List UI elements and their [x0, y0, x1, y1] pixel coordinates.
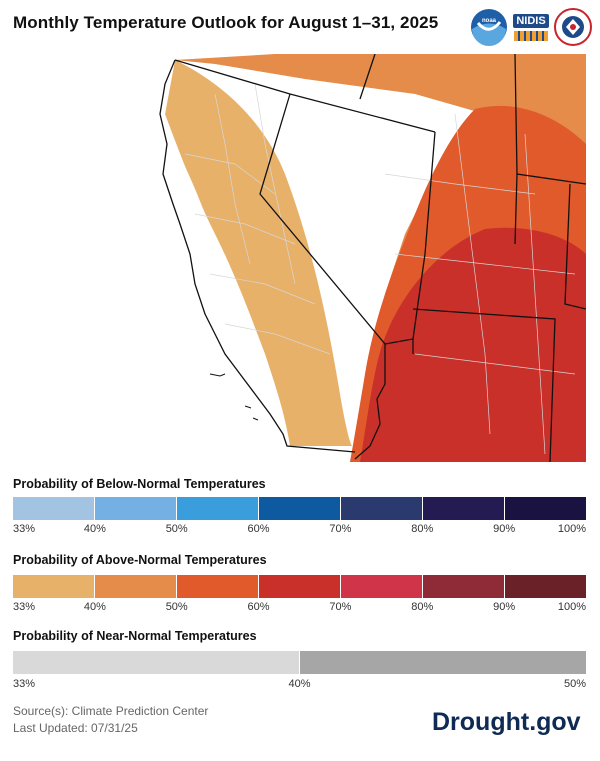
source-text: Source(s): Climate Prediction Center: [13, 704, 209, 718]
below-legend-swatch: [505, 497, 586, 520]
above-legend-swatch: [505, 575, 586, 598]
footer-source: Source(s): Climate Prediction Center Las…: [13, 703, 208, 737]
logo-group: noaa NIDIS: [470, 8, 592, 46]
above-legend-tick: 40%: [83, 601, 106, 613]
state-borders: [159, 54, 586, 462]
noaa-logo-icon[interactable]: noaa: [470, 8, 508, 46]
last-updated-text: Last Updated: 07/31/25: [13, 721, 138, 735]
above-legend-tick: 80%: [411, 601, 434, 613]
below-legend-tick: 80%: [411, 523, 434, 535]
above-legend-tick: 60%: [247, 601, 270, 613]
page-title: Monthly Temperature Outlook for August 1…: [13, 13, 439, 32]
nws-logo-icon[interactable]: [554, 8, 592, 46]
below-legend-tick: 50%: [165, 523, 188, 535]
below-legend-swatch: [341, 497, 423, 520]
channel-islands: [209, 373, 259, 421]
temperature-outlook-map: [155, 54, 586, 462]
near-legend-tick: 33%: [13, 678, 36, 690]
nidis-logo[interactable]: NIDIS: [512, 8, 550, 46]
above-legend-swatch: [13, 575, 95, 598]
below-legend-tick: 60%: [247, 523, 270, 535]
below-legend-swatch: [13, 497, 95, 520]
below-legend-tick: 70%: [329, 523, 352, 535]
above-legend-swatch: [177, 575, 259, 598]
above-legend-tick: 90%: [493, 601, 516, 613]
zone-ocean: [155, 54, 175, 144]
below-legend-tick: 100%: [557, 523, 586, 535]
above-legend-swatch: [423, 575, 505, 598]
nidis-logo-text: NIDIS: [513, 13, 549, 28]
zone-equal-chances: [155, 114, 287, 446]
near-legend-ticks: 33% 40% 50%: [13, 678, 586, 692]
drought-gov-link[interactable]: Drought.gov: [432, 708, 581, 736]
zone-above-60-70: [360, 227, 586, 462]
zone-above-40-50-north: [175, 54, 586, 114]
near-legend-swatch: [300, 651, 586, 674]
near-legend-tick: 40%: [288, 678, 311, 690]
above-legend-tick: 50%: [165, 601, 188, 613]
above-legend-swatch: [259, 575, 341, 598]
below-legend-tick: 33%: [13, 523, 36, 535]
below-legend-bar: [13, 497, 586, 520]
near-legend-swatch: [13, 651, 300, 674]
below-legend-swatch: [259, 497, 341, 520]
svg-text:noaa: noaa: [482, 18, 497, 24]
above-legend-tick: 33%: [13, 601, 36, 613]
below-legend-tick: 90%: [493, 523, 516, 535]
below-legend-title: Probability of Below-Normal Temperatures: [13, 477, 266, 491]
below-legend-swatch: [177, 497, 259, 520]
above-legend-ticks: 33% 40% 50% 60% 70% 80% 90% 100%: [13, 601, 586, 615]
above-legend-title: Probability of Above-Normal Temperatures: [13, 553, 267, 567]
above-legend-bar: [13, 575, 586, 598]
below-legend-swatch: [95, 497, 177, 520]
below-legend-swatch: [423, 497, 505, 520]
near-legend-title: Probability of Near-Normal Temperatures: [13, 629, 257, 643]
above-legend-tick: 70%: [329, 601, 352, 613]
below-legend-tick: 40%: [83, 523, 106, 535]
above-legend-tick: 100%: [557, 601, 586, 613]
near-legend-bar: [13, 651, 586, 674]
nidis-logo-stripes: [514, 30, 548, 41]
above-legend-swatch: [341, 575, 423, 598]
above-legend-swatch: [95, 575, 177, 598]
below-legend-ticks: 33% 40% 50% 60% 70% 80% 90% 100%: [13, 523, 586, 537]
near-legend-tick: 50%: [563, 678, 586, 690]
zone-above-33-40: [165, 60, 352, 446]
